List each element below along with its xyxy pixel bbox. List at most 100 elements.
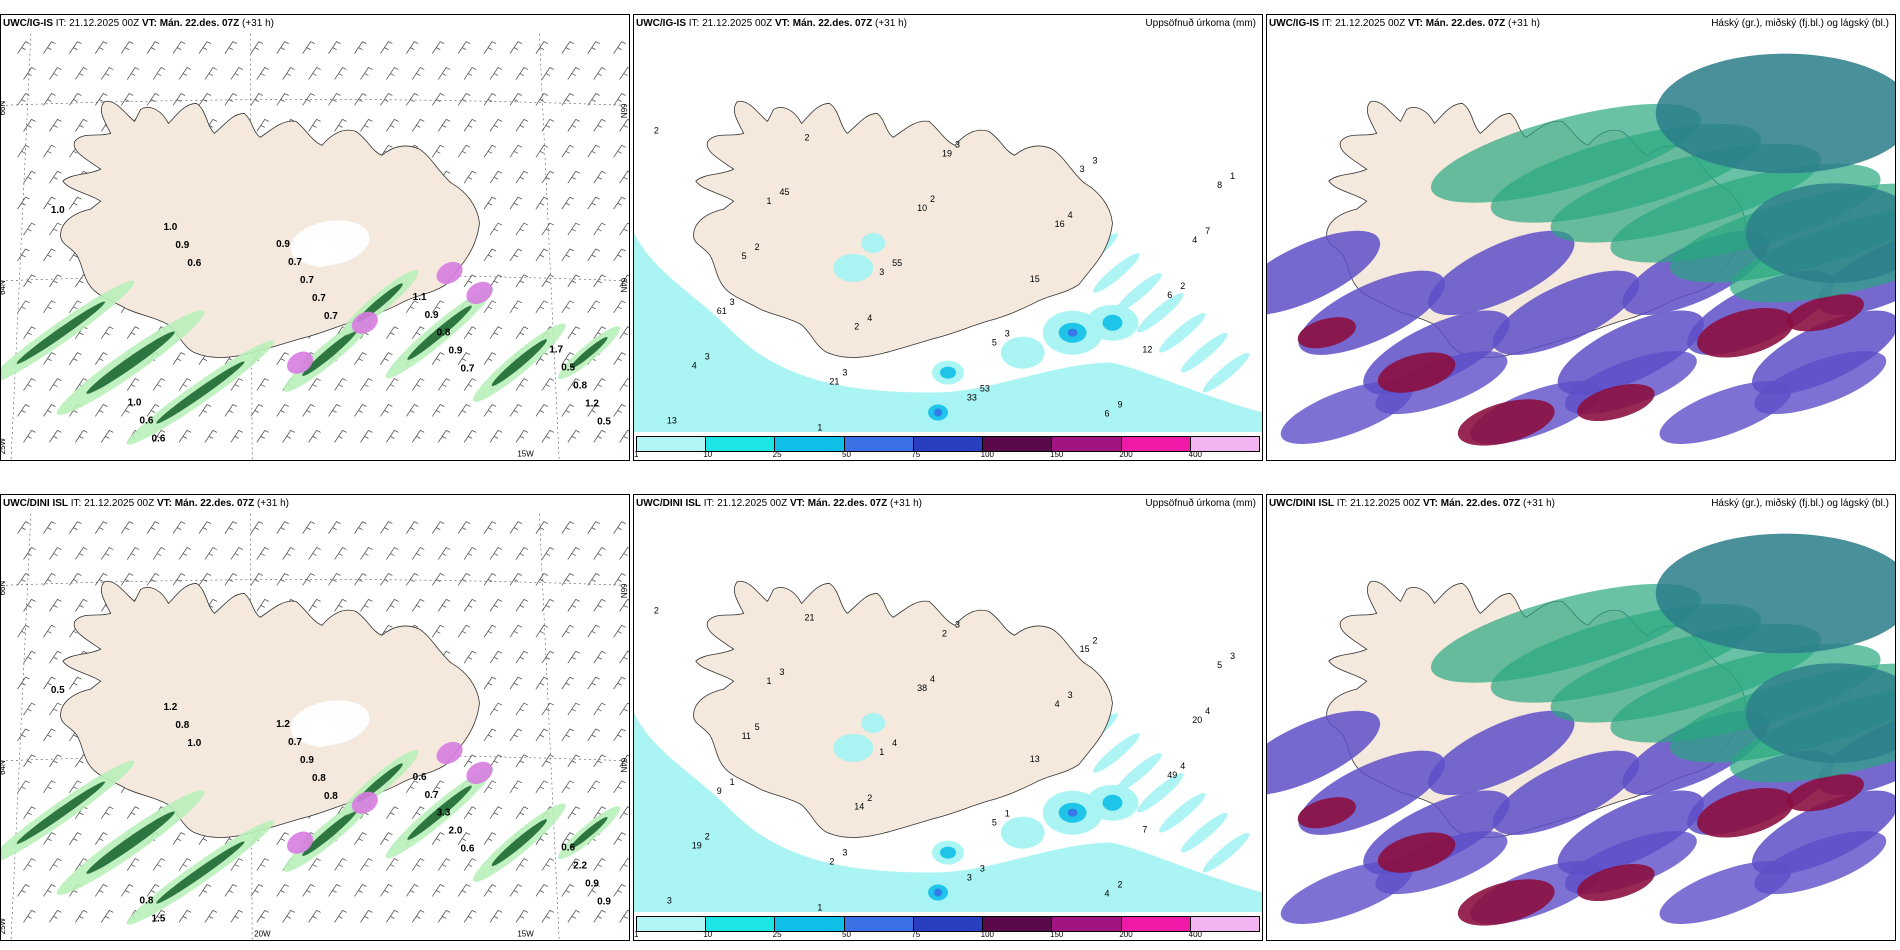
panel-header: UWC/DINI ISL IT: 21.12.2025 00Z VT: Mán.… [1267, 495, 1895, 513]
wind-snow-map-ig-is: UWC/IG-IS IT: 21.12.2025 00Z VT: Mán. 22… [0, 14, 630, 461]
colorbar-tick-label: 150 [1050, 930, 1064, 939]
value-label: 1.7 [549, 345, 563, 356]
value-label: 0.6 [413, 772, 427, 783]
colorbar-cell [1052, 917, 1122, 931]
value-label: 3 [1230, 651, 1235, 661]
colorbar-cell [913, 917, 984, 931]
value-label: 5 [992, 818, 997, 828]
value-label: 2 [1117, 879, 1122, 889]
value-label: 0.5 [597, 416, 611, 427]
value-label: 33 [967, 393, 977, 403]
value-label: 3 [842, 848, 847, 858]
colorbar-tick-label: 10 [703, 450, 713, 459]
value-label: 21 [829, 377, 839, 387]
map-area: 66N 64N 25W 15W 66N 64N 1.0 0.6 0.7 0.7 0.5 0.9 0.7 0… [1, 33, 629, 460]
vt-label: VT: [774, 18, 790, 29]
model-name: UWC/IG-IS [1269, 18, 1319, 29]
colorbar-tick-label: 1 [634, 930, 639, 939]
value-label: 0.7 [288, 257, 302, 268]
value-label: 0.6 [152, 433, 166, 444]
value-label: 1.2 [276, 719, 290, 730]
value-label: 0.7 [425, 790, 439, 801]
value-label: 6 [1167, 290, 1172, 300]
vt-label: VT: [141, 18, 157, 29]
value-label: 6 [1105, 408, 1110, 418]
value-label: 2 [930, 194, 935, 204]
lat-label-66n: 66N [1, 101, 7, 116]
value-label: 45 [780, 187, 790, 197]
value-label: 2 [804, 132, 809, 142]
value-label: 61 [717, 306, 727, 316]
lon-label-25w: 25W [1, 437, 7, 454]
colorbar-cell [844, 437, 914, 451]
value-labels: 2115451114315209224491921381373341235232… [654, 605, 1235, 912]
value-label: 3 [980, 864, 985, 874]
precip-colorbar: 1 10 25 50 75 100 150 200 400 [634, 912, 1262, 940]
colorbar-cell [983, 917, 1053, 931]
valid-time: Mán. 22.des. 07Z [174, 498, 255, 509]
valid-time: Mán. 22.des. 07Z [1425, 18, 1506, 29]
value-label: 4 [892, 738, 897, 748]
lon-label-20w: 20W [254, 929, 271, 938]
iceland-landmass [60, 581, 480, 838]
value-label: 0.8 [573, 381, 587, 392]
value-label: 0.6 [187, 258, 201, 269]
value-label: 0.8 [175, 720, 189, 731]
model-name: UWC/DINI ISL [3, 498, 68, 509]
value-label: 0.9 [175, 240, 189, 251]
value-label: 4 [1105, 888, 1110, 898]
lat-label-66n: 66N [1, 581, 7, 596]
value-label: 3 [705, 352, 710, 362]
value-label: 20 [1192, 715, 1202, 725]
colorbar-cell [913, 437, 984, 451]
value-label: 2 [829, 857, 834, 867]
colorbar-cell [844, 917, 914, 931]
value-label: 5 [742, 251, 747, 261]
value-label: 7 [1205, 226, 1210, 236]
colorbar-cell [1121, 917, 1191, 931]
model-name: UWC/DINI ISL [636, 498, 701, 509]
value-label: 3 [1005, 329, 1010, 339]
value-label: 4 [1055, 699, 1060, 709]
value-label: 1 [730, 777, 735, 787]
value-label: 0.8 [437, 328, 451, 339]
value-label: 1 [1005, 809, 1010, 819]
lead-time: (+31 h) [1523, 498, 1555, 509]
value-label: 11 [742, 731, 751, 741]
value-label: 1 [817, 422, 822, 432]
init-time: 21.12.2025 00Z [69, 18, 140, 29]
value-label: 1.2 [163, 702, 177, 713]
colorbar-tick-label: 100 [980, 450, 995, 459]
value-label: 0.7 [288, 737, 302, 748]
it-label: IT: [703, 498, 715, 509]
value-label: 1 [1230, 171, 1235, 181]
lon-label-25w: 25W [1, 917, 7, 934]
lead-time: (+31 h) [875, 18, 907, 29]
value-label: 0.8 [324, 791, 338, 802]
panel-header: UWC/IG-IS IT: 21.12.2025 00Z VT: Mán. 22… [1, 15, 629, 33]
colorbar-tick-label: 50 [842, 450, 851, 459]
value-label: 0.5 [51, 685, 65, 696]
it-label: IT: [1321, 18, 1333, 29]
vt-label: VT: [156, 498, 172, 509]
value-label: 0.9 [300, 755, 314, 766]
value-label: 1.0 [163, 222, 177, 233]
lon-label-15w: 15W [517, 929, 534, 938]
value-label: 1 [879, 747, 884, 757]
value-label: 0.9 [449, 346, 463, 357]
panel-header: UWC/IG-IS IT: 21.12.2025 00Z VT: Mán. 22… [634, 15, 1262, 33]
value-label: 3 [967, 873, 972, 883]
valid-time: Mán. 22.des. 07Z [159, 18, 240, 29]
lead-time: (+31 h) [1508, 18, 1540, 29]
it-label: IT: [688, 18, 700, 29]
value-label: 0.7 [312, 293, 326, 304]
colorbar-cell [706, 437, 776, 451]
valid-time: Mán. 22.des. 07Z [1440, 498, 1521, 509]
value-label: 4 [1192, 235, 1197, 245]
value-label: 1.0 [51, 205, 65, 216]
vt-label: VT: [1422, 498, 1438, 509]
colorbar-cell [637, 437, 707, 451]
value-label: 0.9 [276, 239, 290, 250]
vt-label: VT: [789, 498, 805, 509]
colorbar-tick-label: 75 [911, 930, 921, 939]
